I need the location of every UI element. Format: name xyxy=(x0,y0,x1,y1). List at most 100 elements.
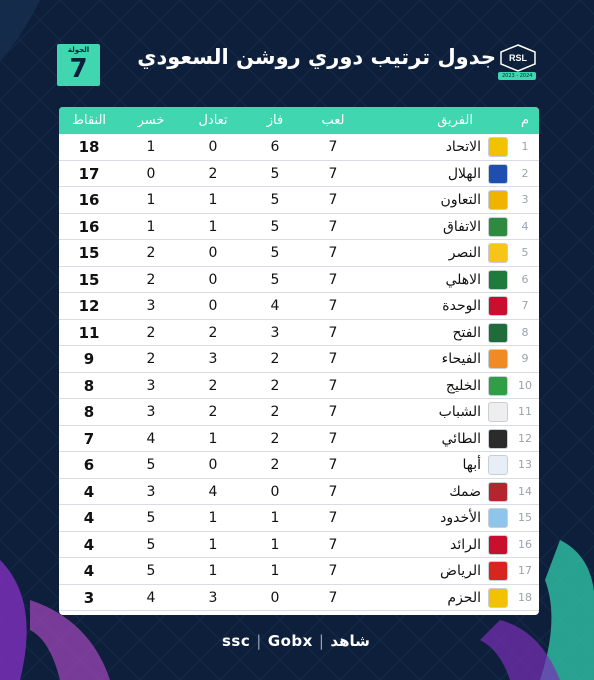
cell-rank: 17 xyxy=(518,564,532,577)
cell-rank: 3 xyxy=(521,193,529,206)
cell-points: 11 xyxy=(78,323,100,342)
cell-lost: 4 xyxy=(146,589,156,606)
cell-points: 8 xyxy=(83,376,95,395)
cell-drawn: 1 xyxy=(208,563,218,579)
cell-points: 15 xyxy=(78,244,100,262)
cell-team: الاتحاد xyxy=(445,139,481,155)
cell-won: 2 xyxy=(270,351,280,367)
cell-played: 7 xyxy=(328,404,338,420)
cell-team: الفيحاء xyxy=(441,351,481,367)
round-number: 7 xyxy=(69,54,88,84)
khaleej-crest-icon xyxy=(488,375,508,396)
header-played: لعب xyxy=(321,113,345,128)
cell-team: الأخدود xyxy=(440,510,481,526)
cell-lost: 4 xyxy=(146,430,156,447)
cell-rank: 7 xyxy=(521,299,529,312)
season-label: 2023 - 2024 xyxy=(498,72,537,80)
cell-played: 7 xyxy=(328,218,338,235)
cell-lost: 3 xyxy=(146,377,156,394)
header-lost: خسر xyxy=(137,113,165,128)
table-row: 12 3 0 4 7 الوحدة 7 xyxy=(59,293,539,320)
cell-points: 4 xyxy=(83,482,95,501)
cell-team: الوحدة xyxy=(442,298,481,314)
cell-team: الرائد xyxy=(449,536,481,553)
round-label: الجولة xyxy=(67,46,90,54)
cell-rank: 4 xyxy=(521,219,529,233)
nassr-crest-icon xyxy=(488,243,508,263)
cell-won: 1 xyxy=(270,510,280,526)
cell-drawn: 2 xyxy=(208,404,218,420)
cell-drawn: 0 xyxy=(208,457,218,473)
header-drawn: تعادل xyxy=(198,113,228,128)
cell-team: الهلال xyxy=(447,165,481,182)
cell-points: 16 xyxy=(78,191,100,209)
cell-drawn: 0 xyxy=(208,271,218,288)
cell-team: أبها xyxy=(462,457,481,473)
cell-lost: 5 xyxy=(146,457,156,473)
cell-points: 9 xyxy=(83,350,95,368)
header: الجولة 7 جدول ترتيب دوري روشن السعودي RS… xyxy=(0,0,594,100)
cell-played: 7 xyxy=(328,589,338,606)
cell-team: الخليج xyxy=(445,377,481,394)
cell-rank: 11 xyxy=(518,405,532,418)
cell-lost: 2 xyxy=(146,351,156,367)
cell-rank: 13 xyxy=(518,458,532,471)
cell-points: 3 xyxy=(83,588,95,607)
table-row: 8 3 2 2 7 الشباب 11 xyxy=(59,399,539,426)
cell-lost: 1 xyxy=(146,139,156,155)
cell-won: 6 xyxy=(270,139,280,155)
cell-drawn: 3 xyxy=(208,589,218,606)
feiha-crest-icon xyxy=(488,349,508,369)
cell-rank: 16 xyxy=(518,537,532,551)
cell-drawn: 1 xyxy=(208,510,218,526)
cell-played: 7 xyxy=(328,139,338,155)
cell-drawn: 4 xyxy=(208,483,218,500)
cell-lost: 5 xyxy=(146,563,156,579)
table-row: 4 5 1 1 7 الرياض 17 xyxy=(59,558,539,585)
header-won: فاز xyxy=(266,113,284,128)
table-row: 3 4 3 0 7 الحزم 18 xyxy=(59,585,539,611)
ittihad-crest-icon xyxy=(488,137,508,157)
taee-crest-icon xyxy=(488,428,508,449)
cell-drawn: 1 xyxy=(208,192,218,208)
cell-won: 5 xyxy=(270,245,280,261)
cell-drawn: 3 xyxy=(208,351,218,367)
cell-drawn: 1 xyxy=(208,218,218,235)
shahid-logo: شاهد xyxy=(330,632,370,650)
cell-won: 0 xyxy=(270,589,280,606)
cell-lost: 0 xyxy=(146,165,156,182)
cell-rank: 14 xyxy=(518,484,532,498)
hazem-crest-icon xyxy=(488,587,508,608)
cell-drawn: 2 xyxy=(208,324,218,341)
taawoun-crest-icon xyxy=(488,190,508,210)
cell-drawn: 2 xyxy=(208,165,218,182)
cell-won: 2 xyxy=(270,404,280,420)
cell-rank: 8 xyxy=(521,325,529,339)
table-row: 7 4 1 2 7 الطائي 12 xyxy=(59,426,539,452)
header-rank: م xyxy=(520,113,530,128)
riyadh-crest-icon xyxy=(488,561,508,581)
cell-won: 5 xyxy=(270,165,280,182)
cell-rank: 18 xyxy=(518,590,532,604)
standings-table: النقاط خسر تعادل فاز لعب الفريق م 18 1 0 6 7… xyxy=(59,107,539,615)
cell-drawn: 0 xyxy=(208,298,218,314)
cell-played: 7 xyxy=(328,165,338,182)
hilal-crest-icon xyxy=(488,163,508,184)
table-row: 4 3 4 0 7 ضمك 14 xyxy=(59,479,539,505)
cell-won: 5 xyxy=(270,192,280,208)
cell-points: 4 xyxy=(83,562,95,580)
league-logo-text: RSL xyxy=(509,53,528,63)
table-row: 4 5 1 1 7 الأخدود 15 xyxy=(59,505,539,532)
table-row: 4 5 1 1 7 الرائد 16 xyxy=(59,532,539,558)
cell-lost: 3 xyxy=(146,298,156,314)
cell-team: التعاون xyxy=(440,192,481,208)
cell-lost: 5 xyxy=(146,536,156,553)
cell-won: 3 xyxy=(270,324,280,341)
cell-team: الاهلي xyxy=(445,271,481,288)
table-row: 15 2 0 5 7 النصر 5 xyxy=(59,240,539,267)
table-row: 6 5 0 2 7 أبها 13 xyxy=(59,452,539,479)
header-team: الفريق xyxy=(437,113,473,128)
ahli-crest-icon xyxy=(488,269,508,290)
cell-points: 18 xyxy=(78,138,100,156)
cell-lost: 3 xyxy=(146,404,156,420)
